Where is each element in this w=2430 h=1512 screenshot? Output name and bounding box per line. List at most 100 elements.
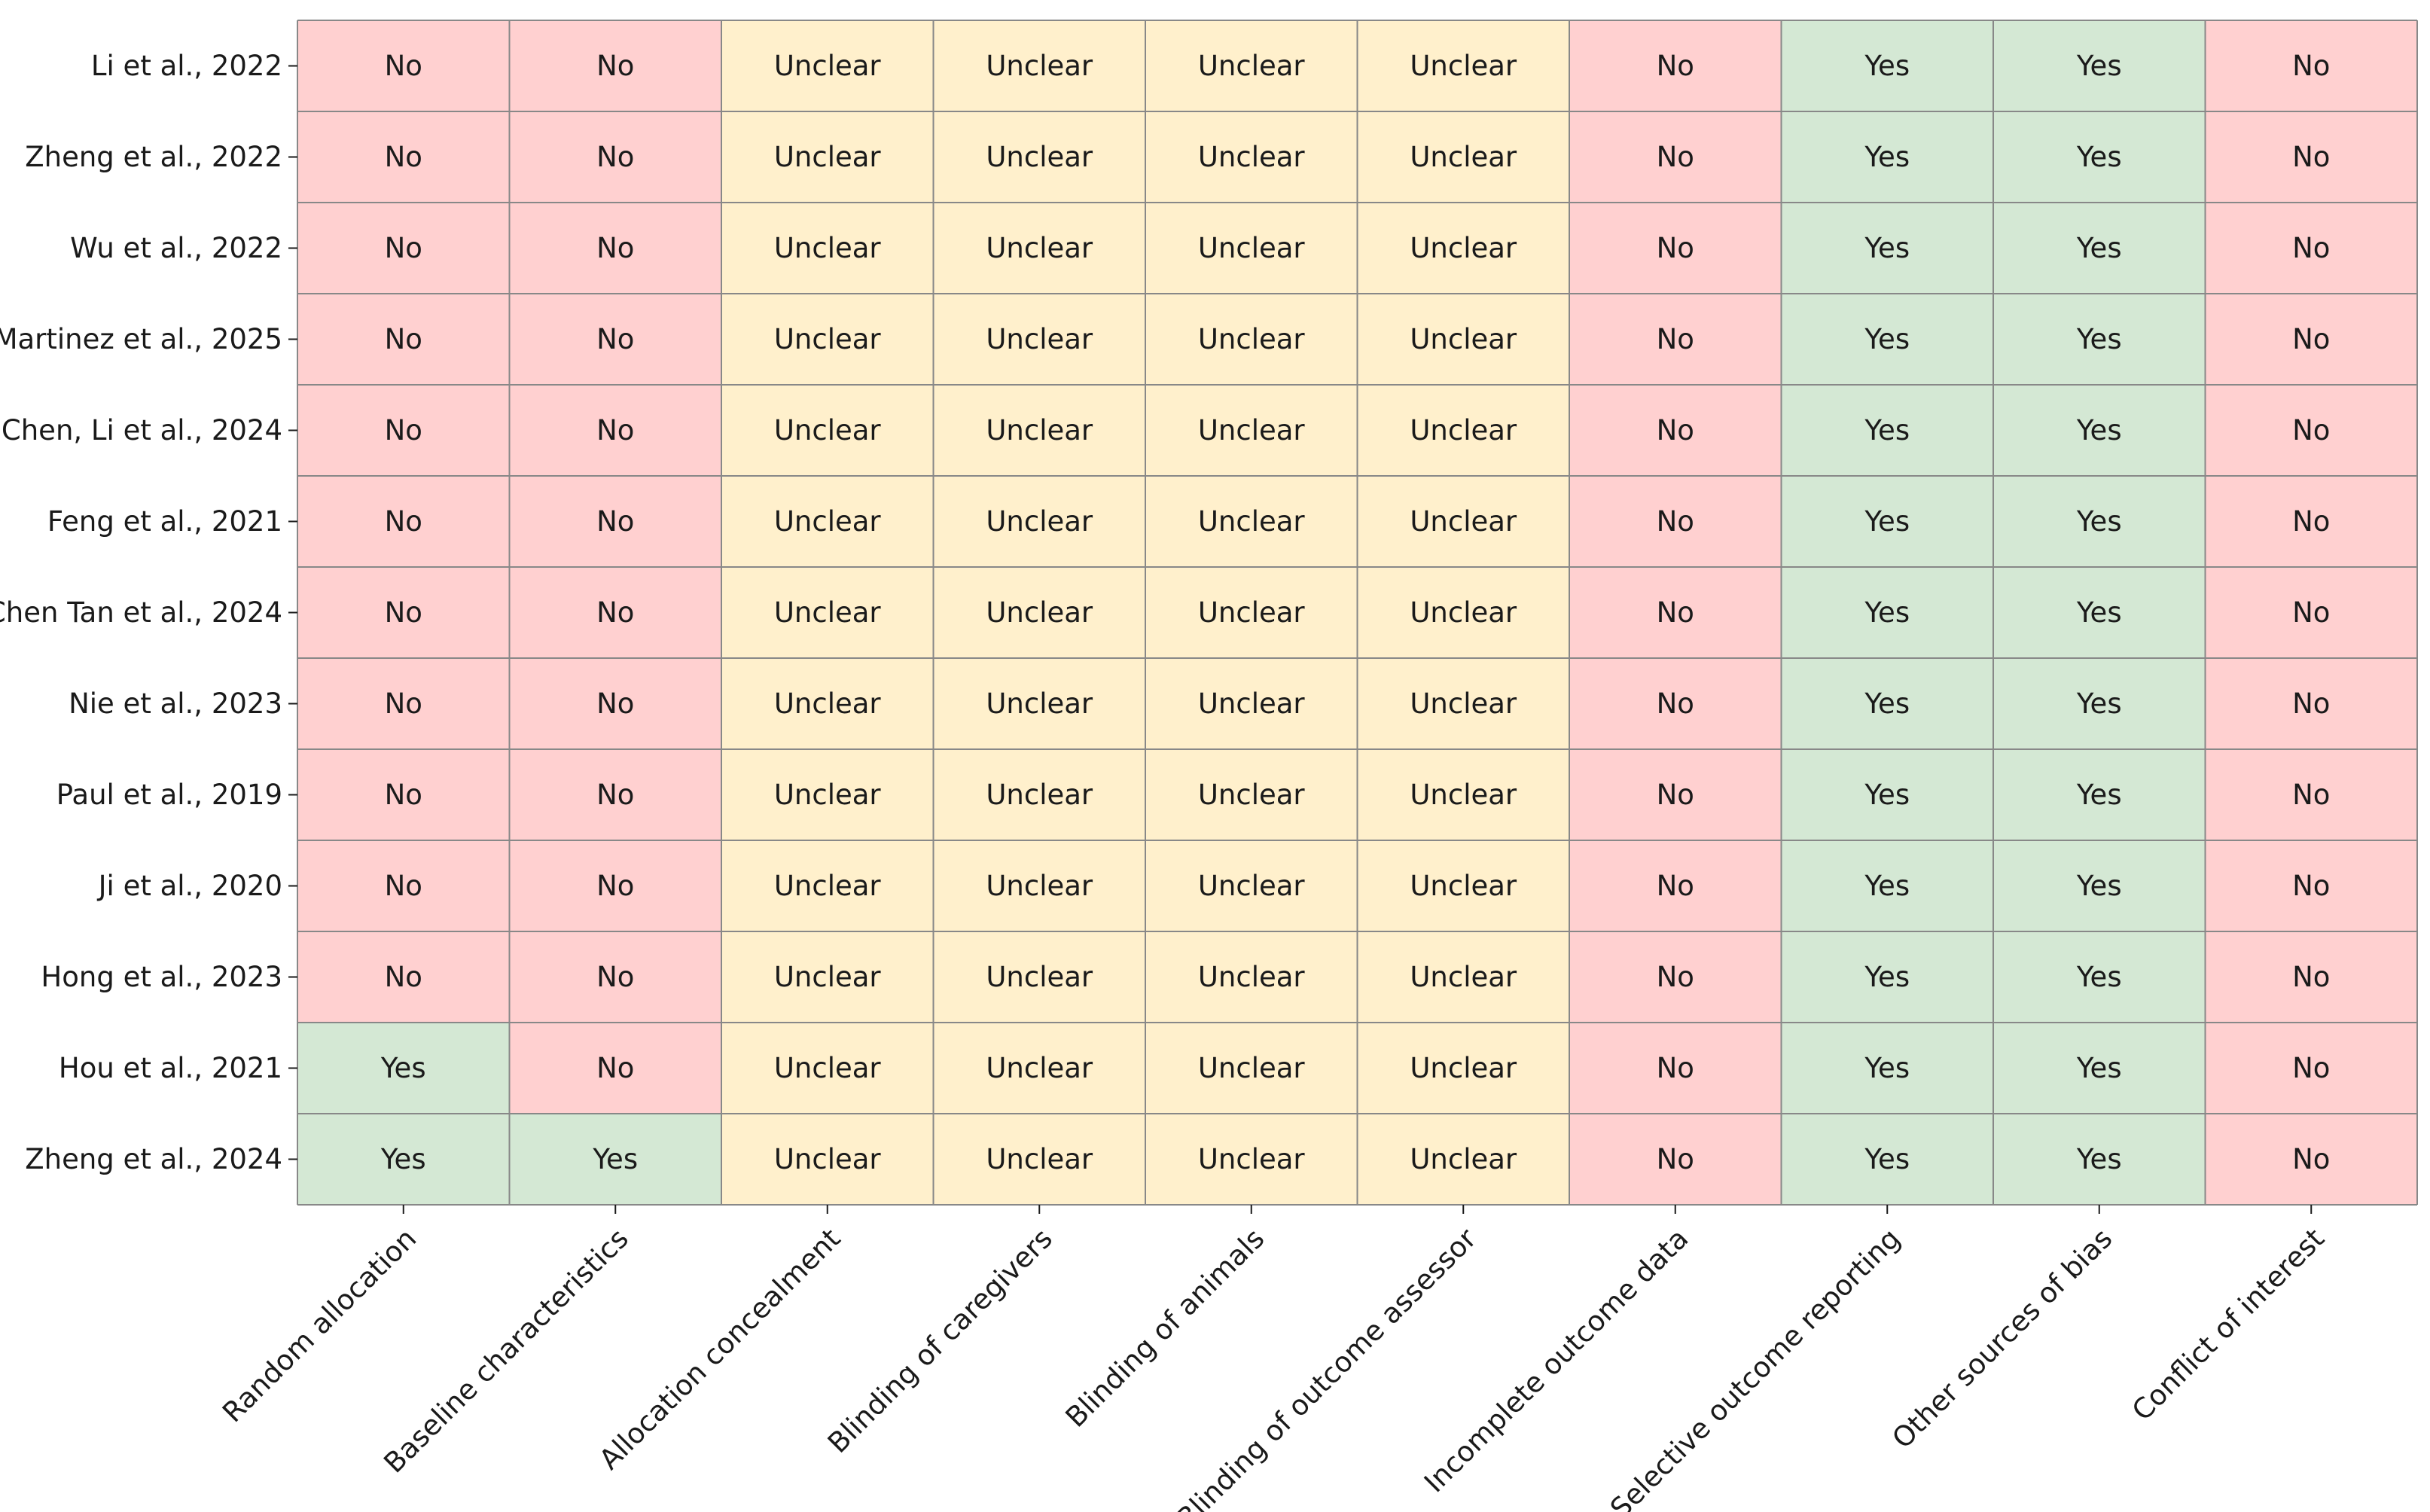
heatmap-cell — [1357, 20, 1569, 111]
heatmap-cell — [933, 1023, 1145, 1114]
heatmap-cell — [509, 1023, 721, 1114]
heatmap-cell — [1993, 294, 2206, 385]
row-labels: Li et al., 2022 Zheng et al., 2022 Wu et a… — [0, 50, 297, 1175]
cell-label: Unclear — [1410, 1143, 1517, 1175]
cell-label: No — [1657, 414, 1694, 447]
heatmap-cell — [509, 840, 721, 931]
heatmap-cell — [933, 385, 1145, 476]
cell-label: Unclear — [986, 505, 1093, 538]
cell-label: Yes — [1864, 141, 1910, 173]
heatmap-cell — [1357, 567, 1569, 658]
cell-label: Unclear — [774, 596, 882, 629]
cell-labels: No No Unclear Unclear Unclear Unclear No Yes Yes… — [380, 50, 2331, 1175]
heatmap-cell — [1781, 1023, 1993, 1114]
heatmap-cell — [1357, 1114, 1569, 1205]
cell-label: Yes — [2076, 232, 2122, 264]
cell-label: No — [1657, 870, 1694, 902]
row-label: Hou et al., 2021 — [59, 1052, 282, 1084]
cell-label: Yes — [1864, 1052, 1910, 1084]
heatmap-cell — [1357, 658, 1569, 749]
cell-label: Yes — [2076, 323, 2122, 355]
row-label: Paul et al., 2019 — [56, 779, 282, 811]
heatmap-cell — [1993, 658, 2206, 749]
heatmap-cell — [509, 385, 721, 476]
cell-label: Unclear — [1198, 505, 1306, 538]
heatmap-cell — [1145, 203, 1358, 294]
heatmap-cell — [721, 476, 934, 567]
heatmap-cell — [2205, 567, 2417, 658]
cell-label: Unclear — [1410, 141, 1517, 173]
column-label: Baseline characteristics — [377, 1222, 634, 1479]
cell-label: No — [1657, 779, 1694, 811]
heatmap-cell — [721, 931, 934, 1023]
row-label: Martinez et al., 2025 — [0, 323, 282, 355]
cell-label: No — [385, 141, 422, 173]
cell-label: Yes — [2076, 961, 2122, 993]
cell-label: No — [1657, 323, 1694, 355]
cell-label: No — [385, 596, 422, 629]
heatmap-cell — [1357, 385, 1569, 476]
row-label: Chen, Li et al., 2024 — [2, 414, 282, 447]
column-label: Conflict of interest — [2126, 1222, 2331, 1427]
cell-label: No — [1657, 1052, 1694, 1084]
heatmap-cell — [297, 385, 510, 476]
cell-label: No — [596, 687, 634, 720]
heatmap-cell — [1781, 567, 1993, 658]
heatmap-cell — [297, 567, 510, 658]
cell-label: Unclear — [1198, 141, 1306, 173]
heatmap-cell — [297, 931, 510, 1023]
cell-label: No — [385, 687, 422, 720]
cell-label: Unclear — [986, 323, 1093, 355]
cell-label: Unclear — [774, 1052, 882, 1084]
heatmap-cell — [1993, 1114, 2206, 1205]
cell-label: No — [2292, 1052, 2330, 1084]
heatmap-cell — [1993, 840, 2206, 931]
cell-label: Yes — [1864, 779, 1910, 811]
cell-label: Yes — [1864, 50, 1910, 82]
heatmap-cell — [1993, 749, 2206, 840]
heatmap-cell — [1569, 658, 1782, 749]
column-label: Blinding of animals — [1060, 1222, 1271, 1434]
cell-label: No — [596, 779, 634, 811]
heatmap-cell — [1993, 567, 2206, 658]
cell-label: Unclear — [1410, 232, 1517, 264]
heatmap-cell — [297, 840, 510, 931]
heatmap-cell — [1357, 203, 1569, 294]
cell-label: Unclear — [1198, 870, 1306, 902]
heatmap-cell — [2205, 931, 2417, 1023]
cell-label: No — [596, 505, 634, 538]
heatmap-cell — [1145, 931, 1358, 1023]
cell-label: Yes — [1864, 1143, 1910, 1175]
cell-label: Unclear — [1198, 961, 1306, 993]
heatmap-cell — [2205, 1023, 2417, 1114]
heatmap-cell — [297, 294, 510, 385]
cell-label: Unclear — [774, 232, 882, 264]
heatmap-cell — [1993, 476, 2206, 567]
cell-label: No — [2292, 50, 2330, 82]
heatmap-cell — [1145, 294, 1358, 385]
heatmap-cell — [721, 203, 934, 294]
heatmap-cell — [1781, 931, 1993, 1023]
cell-label: Unclear — [774, 1143, 882, 1175]
heatmap-cell — [297, 20, 510, 111]
cell-label: Unclear — [1198, 232, 1306, 264]
heatmap-cell — [2205, 20, 2417, 111]
cell-label: No — [2292, 414, 2330, 447]
heatmap-cell — [1781, 658, 1993, 749]
heatmap-cell — [1569, 20, 1782, 111]
heatmap-cell — [721, 840, 934, 931]
heatmap-cell — [297, 1023, 510, 1114]
row-label: Zheng et al., 2022 — [25, 141, 282, 173]
cell-label: Yes — [2076, 50, 2122, 82]
heatmap-grid — [297, 20, 2418, 1206]
cell-label: No — [2292, 505, 2330, 538]
heatmap-cell — [1781, 203, 1993, 294]
heatmap-cell — [1145, 1023, 1358, 1114]
cell-label: Unclear — [774, 141, 882, 173]
heatmap-cell — [933, 111, 1145, 203]
cell-label: No — [596, 870, 634, 902]
heatmap-cell — [1145, 749, 1358, 840]
row-label: Nie et al., 2023 — [69, 687, 282, 720]
cell-label: Unclear — [986, 779, 1093, 811]
